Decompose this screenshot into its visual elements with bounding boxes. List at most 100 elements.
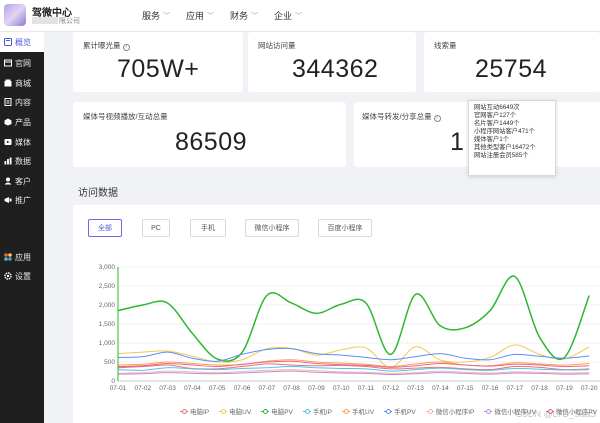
sidebar-item-label: 产品: [15, 117, 31, 127]
sidebar-item-content[interactable]: 内容: [0, 92, 44, 112]
legend-label: 电脑PV: [271, 409, 293, 416]
content-icon: [4, 98, 12, 106]
legend-label: 微信小程序PV: [555, 409, 598, 416]
sidebar-item-customer[interactable]: 客户: [0, 171, 44, 191]
legend-marker-icon: [261, 408, 270, 414]
nav-label: 应用: [186, 11, 205, 21]
filter-mobile-button[interactable]: 手机: [190, 219, 226, 237]
nav-item-service[interactable]: 服务 ﹀: [142, 9, 170, 22]
x-tick-label: 07-05: [209, 385, 226, 392]
chevron-down-icon: ﹀: [251, 12, 259, 20]
stat-label: 累计曝光量 i: [83, 40, 130, 51]
legend-item[interactable]: 手机IP: [302, 406, 332, 416]
watermark: CSDN @LTD_SaaS: [515, 409, 597, 419]
legend-item[interactable]: 电脑PV: [261, 406, 293, 416]
legend-marker-icon: [219, 408, 228, 414]
x-tick-label: 07-08: [283, 385, 300, 392]
section-title-visits: 访问数据: [78, 188, 118, 199]
sidebar-item-apps[interactable]: 应用: [0, 247, 44, 267]
y-tick-label: 3,000: [99, 264, 116, 271]
filter-all-button[interactable]: 全部: [88, 219, 122, 237]
settings-icon: [4, 272, 12, 280]
legend-item[interactable]: 微信小程序PV: [545, 406, 598, 416]
sidebar-item-label: 官网: [15, 58, 31, 68]
x-tick-label: 07-17: [506, 385, 523, 392]
brand-title: 驾微中心: [32, 8, 72, 19]
nav-item-finance[interactable]: 财务 ﹀: [230, 9, 258, 22]
legend-label: 手机PV: [394, 409, 416, 416]
sidebar-item-label: 推广: [15, 195, 31, 205]
sidebar-item-media[interactable]: 媒体: [0, 132, 44, 152]
x-tick-label: 07-03: [159, 385, 176, 392]
series-line-5: [117, 359, 590, 368]
stat-card-exposure: 累计曝光量 i 705W+: [73, 32, 243, 92]
nav-label: 企业: [274, 11, 293, 21]
sidebar-item-settings[interactable]: 设置: [0, 266, 44, 286]
tooltip-line: 网站注册会员585个: [474, 152, 529, 159]
info-icon[interactable]: i: [122, 44, 130, 51]
series-line-8: [117, 370, 590, 376]
stat-value: 344362: [292, 55, 379, 83]
legend-marker-icon: [342, 408, 351, 414]
stat-value: 25754: [475, 55, 548, 83]
y-tick-label: 500: [104, 359, 115, 366]
product-icon: [4, 118, 12, 126]
nav-item-enterprise[interactable]: 企业 ﹀: [274, 9, 302, 22]
stat-label: 媒体号视频播放/互动总量: [83, 112, 168, 121]
sidebar-item-website[interactable]: 官网: [0, 53, 44, 73]
stat-card-visits: 网站访问量 344362: [248, 32, 416, 92]
info-icon[interactable]: i: [433, 115, 441, 122]
legend-item[interactable]: 微信小程序IP: [425, 406, 474, 416]
sidebar-item-overview[interactable]: 概览: [0, 32, 44, 52]
sidebar-item-data[interactable]: 数据: [0, 151, 44, 171]
store-icon: [4, 79, 12, 87]
sidebar: 概览 官网 商城 内容 产品 媒体 数据 客户 推广 应用 设置: [0, 32, 44, 423]
legend-marker-icon: [425, 408, 434, 414]
brand-logo[interactable]: [4, 4, 26, 26]
y-tick-label: 2,000: [99, 302, 116, 309]
legend-item[interactable]: 电脑IP: [180, 406, 209, 416]
sidebar-item-label: 媒体: [15, 137, 31, 147]
legend-item[interactable]: 手机UV: [342, 406, 374, 416]
legend-label: 电脑IP: [190, 409, 210, 416]
promotion-icon: [4, 197, 12, 203]
stat-label: 网站访问量: [258, 41, 296, 50]
tooltip-line: 媒体客户1个: [474, 136, 509, 143]
legend-item[interactable]: 手机PV: [384, 406, 416, 416]
website-icon: [4, 59, 12, 67]
nav-item-apps[interactable]: 应用 ﹀: [186, 9, 214, 22]
sidebar-item-promotion[interactable]: 推广: [0, 190, 44, 210]
x-tick-label: 07-11: [358, 385, 375, 392]
x-tick-label: 07-13: [407, 385, 424, 392]
x-tick-label: 07-10: [333, 385, 350, 392]
leads-breakdown-tooltip: 网站互动6649次 官网客户127个 名片客户1449个 小程序网站客户471个…: [468, 100, 556, 176]
media-icon: [4, 139, 12, 145]
legend-label: 微信小程序UV: [494, 409, 536, 416]
filter-baidu-miniprogram-button[interactable]: 百度小程序: [318, 219, 372, 237]
sidebar-item-label: 数据: [15, 156, 31, 166]
sidebar-item-store[interactable]: 商城: [0, 73, 44, 93]
filter-pc-button[interactable]: PC: [142, 219, 170, 237]
stat-label: 线索量: [434, 41, 457, 50]
legend-marker-icon: [302, 408, 311, 414]
stat-label-text: 累计曝光量: [83, 41, 121, 50]
legend-item[interactable]: 电脑UV: [219, 406, 251, 416]
main-content: 累计曝光量 i 705W+ 网站访问量 344362 线索量 25754 媒体号视…: [44, 32, 600, 423]
legend-item[interactable]: 微信小程序UV: [484, 406, 536, 416]
x-tick-label: 07-20: [581, 385, 598, 392]
tooltip-line: 小程序网站客户471个: [474, 128, 535, 135]
sidebar-item-product[interactable]: 产品: [0, 112, 44, 132]
filter-wechat-miniprogram-button[interactable]: 微信小程序: [245, 219, 299, 237]
x-tick-label: 07-12: [382, 385, 399, 392]
legend-marker-icon: [484, 408, 493, 414]
chart-legend: 电脑IP 电脑UV 电脑PV 手机IP 手机UV 手机PV 微信小程序IP 微信小程序UV 微信…: [180, 406, 597, 416]
y-tick-label: 1,000: [99, 340, 116, 347]
top-nav: 服务 ﹀ 应用 ﹀ 财务 ﹀ 企业 ﹀: [142, 9, 302, 22]
brand-subtitle: 限公司: [32, 16, 80, 26]
legend-marker-icon: [180, 408, 188, 414]
sidebar-item-label: 概览: [15, 37, 31, 47]
sidebar-item-label: 客户: [15, 176, 31, 186]
x-tick-label: 07-09: [308, 385, 325, 392]
x-tick-label: 07-04: [184, 385, 201, 392]
series-line-7: [117, 369, 590, 374]
